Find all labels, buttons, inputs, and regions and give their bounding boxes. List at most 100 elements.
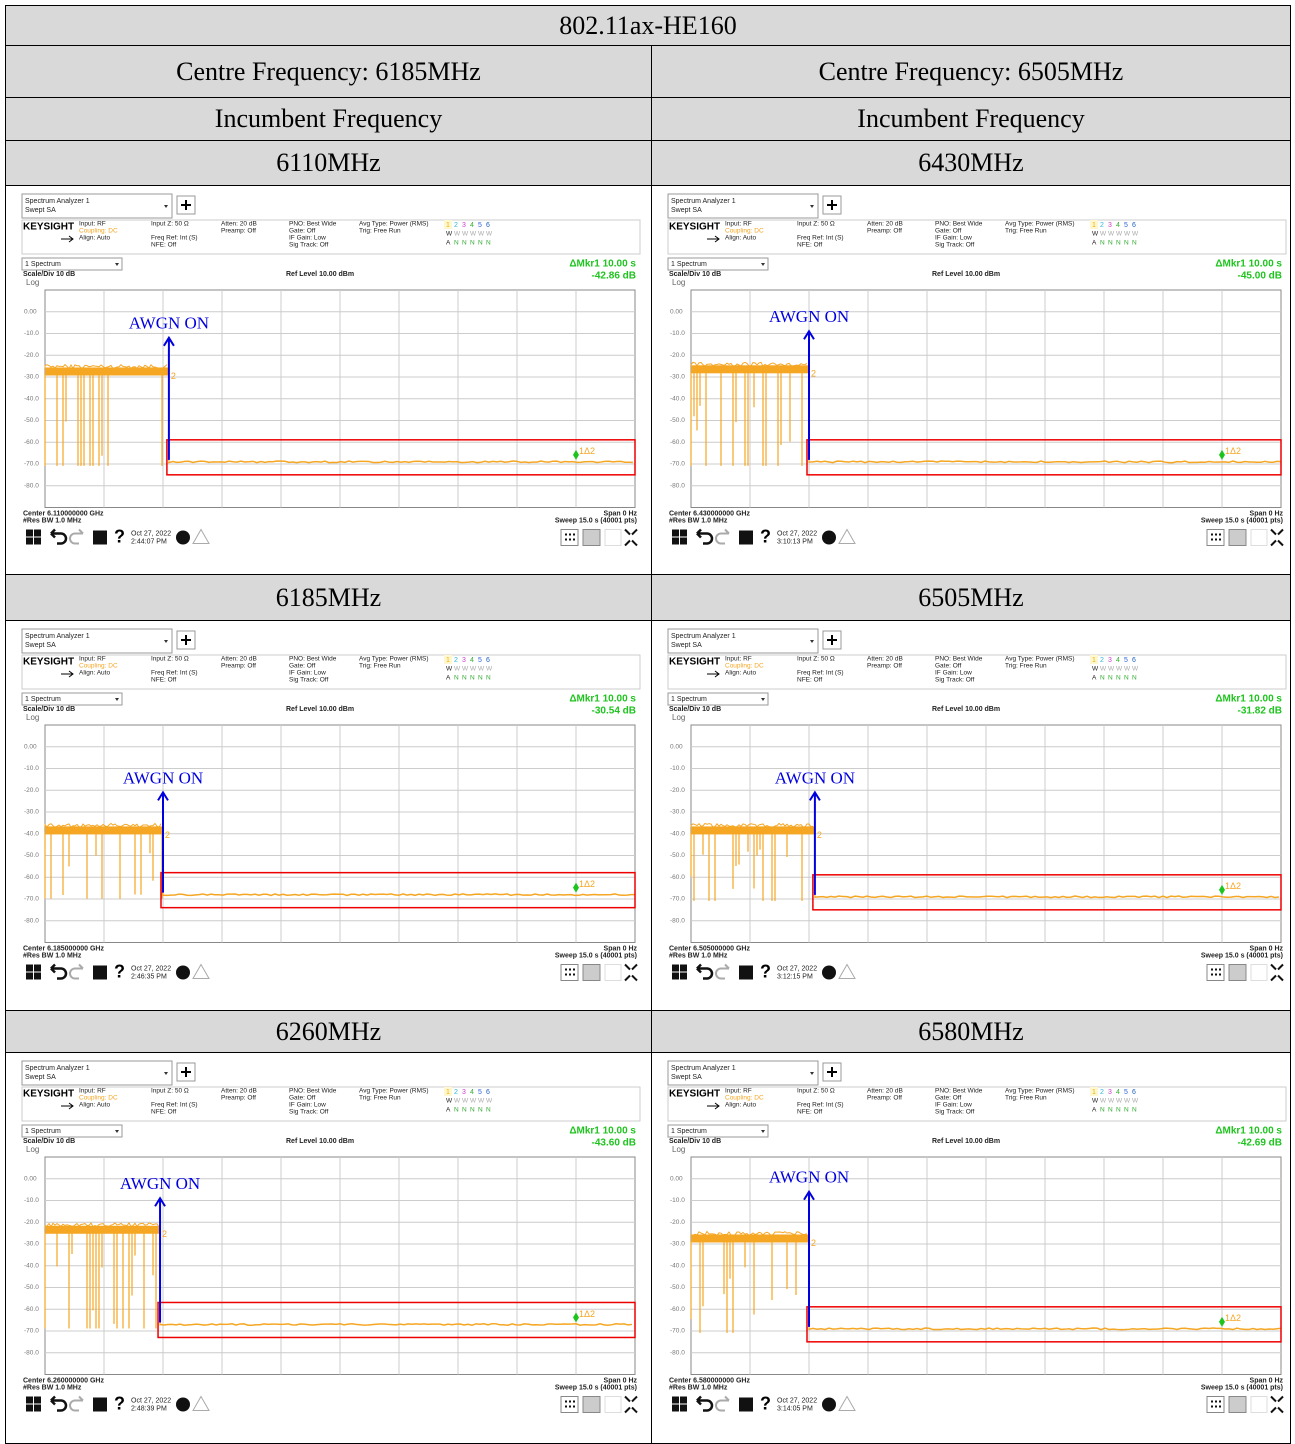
file-icon[interactable] xyxy=(739,965,753,980)
label: Align: Auto xyxy=(725,235,756,242)
detector: N xyxy=(1124,1107,1129,1114)
trace-type: W xyxy=(1132,231,1139,238)
marker-readout: ΔMkr1 10.00 s xyxy=(1215,694,1282,705)
trace-number: 2 xyxy=(454,657,458,664)
file-icon[interactable] xyxy=(93,530,107,545)
label: Sig Track: Off xyxy=(935,242,974,249)
help-icon[interactable]: ? xyxy=(760,1393,771,1413)
label: Ref Level 10.00 dBm xyxy=(932,706,1000,713)
annotation: AWGN ON xyxy=(123,768,203,787)
undo-icon[interactable] xyxy=(696,963,714,980)
label: Scale/Div 10 dB xyxy=(23,1138,75,1145)
label: IF Gain: Low xyxy=(289,235,326,242)
label: Input: RF xyxy=(725,656,752,663)
label: Gate: Off xyxy=(289,1095,315,1102)
y-label: -10.0 xyxy=(24,1197,39,1204)
redo-icon[interactable] xyxy=(69,963,84,980)
help-icon[interactable]: ? xyxy=(760,526,771,546)
marker-diamond xyxy=(1219,884,1225,895)
trace-dropouts xyxy=(44,1232,157,1329)
help-icon[interactable]: ? xyxy=(114,1393,125,1413)
y-label: -30.0 xyxy=(670,374,685,381)
detector: N xyxy=(1124,240,1129,247)
highlight-box xyxy=(812,874,1282,911)
incumbent-frequency: 6505MHz xyxy=(651,574,1291,621)
split-icon xyxy=(604,964,622,981)
undo-icon[interactable] xyxy=(50,1395,68,1412)
info-bar xyxy=(21,1086,641,1122)
redo-icon[interactable] xyxy=(715,963,730,980)
center-frequency: Center 6.505000000 GHz xyxy=(669,945,750,952)
trace-type: W xyxy=(486,231,493,238)
help-icon[interactable]: ? xyxy=(760,961,771,981)
trace-type: W xyxy=(1092,231,1099,238)
analyzer-screenshot: Spectrum Analyzer 1 Swept SA KEYSIGHT Input… xyxy=(667,193,1287,550)
label: Coupling: DC xyxy=(79,663,118,670)
y-label: -20.0 xyxy=(670,352,685,359)
file-icon[interactable] xyxy=(93,1397,107,1412)
file-icon[interactable] xyxy=(739,530,753,545)
label: Sig Track: Off xyxy=(935,677,974,684)
zoom-icon xyxy=(1270,528,1284,547)
trace-type: W xyxy=(454,666,461,673)
label: Input Z: 50 Ω xyxy=(797,656,835,663)
touch-icon xyxy=(1228,529,1247,546)
y-label: -60.0 xyxy=(24,1306,39,1313)
marker-label: 1Δ2 xyxy=(579,1309,595,1319)
centre-frequency: Centre Frequency: 6185MHz xyxy=(5,45,652,98)
label: Gate: Off xyxy=(935,663,961,670)
label: Preamp: Off xyxy=(867,663,902,670)
incumbent-heading: Incumbent Frequency xyxy=(5,97,652,141)
trace-number: 3 xyxy=(1108,222,1112,229)
window-select xyxy=(21,257,123,271)
date: Oct 27, 2022 xyxy=(777,965,817,972)
label: NFE: Off xyxy=(797,1109,822,1116)
marker-label: 1Δ2 xyxy=(579,879,595,889)
trace-number: 2 xyxy=(1100,657,1104,664)
label: Coupling: DC xyxy=(79,1095,118,1102)
label: PNO: Best Wide xyxy=(935,1088,983,1095)
label: PNO: Best Wide xyxy=(289,1088,337,1095)
trace-type: W xyxy=(1108,231,1115,238)
redo-icon[interactable] xyxy=(715,1395,730,1412)
undo-icon[interactable] xyxy=(50,528,68,545)
undo-icon[interactable] xyxy=(696,1395,714,1412)
trace-dropouts xyxy=(44,374,163,466)
help-icon[interactable]: ? xyxy=(114,526,125,546)
window-select xyxy=(21,1124,123,1138)
trace-number: 3 xyxy=(462,222,466,229)
file-icon[interactable] xyxy=(93,965,107,980)
label: Sweep 15.0 s (40001 pts) xyxy=(555,517,637,524)
help-icon[interactable]: ? xyxy=(114,961,125,981)
label: IF Gain: Low xyxy=(935,1102,972,1109)
marker-delta: -43.60 dB xyxy=(592,1138,636,1149)
redo-icon[interactable] xyxy=(69,1395,84,1412)
windows-icon xyxy=(672,529,687,545)
info-bar xyxy=(21,219,641,255)
trace-number: 5 xyxy=(1124,1089,1128,1096)
detector: N xyxy=(1116,675,1121,682)
y-label: -20.0 xyxy=(670,787,685,794)
marker-delta: -30.54 dB xyxy=(592,706,636,717)
trace-type: W xyxy=(470,231,477,238)
trace-number: 4 xyxy=(1116,222,1120,229)
label: Log xyxy=(672,1145,685,1154)
undo-icon[interactable] xyxy=(696,528,714,545)
trace-number: 1 xyxy=(446,657,450,664)
toolbar xyxy=(668,1392,1286,1417)
label: #Res BW 1.0 MHz xyxy=(669,952,728,959)
detector: N xyxy=(486,675,491,682)
input-icon xyxy=(707,670,720,678)
trace-number: 3 xyxy=(462,657,466,664)
marker-diamond xyxy=(573,1312,579,1323)
redo-icon[interactable] xyxy=(715,528,730,545)
redo-icon[interactable] xyxy=(69,528,84,545)
incumbent-frequency: 6430MHz xyxy=(651,140,1291,186)
trace-top xyxy=(690,1230,808,1237)
undo-icon[interactable] xyxy=(50,963,68,980)
file-icon[interactable] xyxy=(739,1397,753,1412)
detector: N xyxy=(486,240,491,247)
analyzer-screenshot: Spectrum Analyzer 1 Swept SA KEYSIGHT Input… xyxy=(667,628,1287,985)
trace-type: W xyxy=(462,231,469,238)
